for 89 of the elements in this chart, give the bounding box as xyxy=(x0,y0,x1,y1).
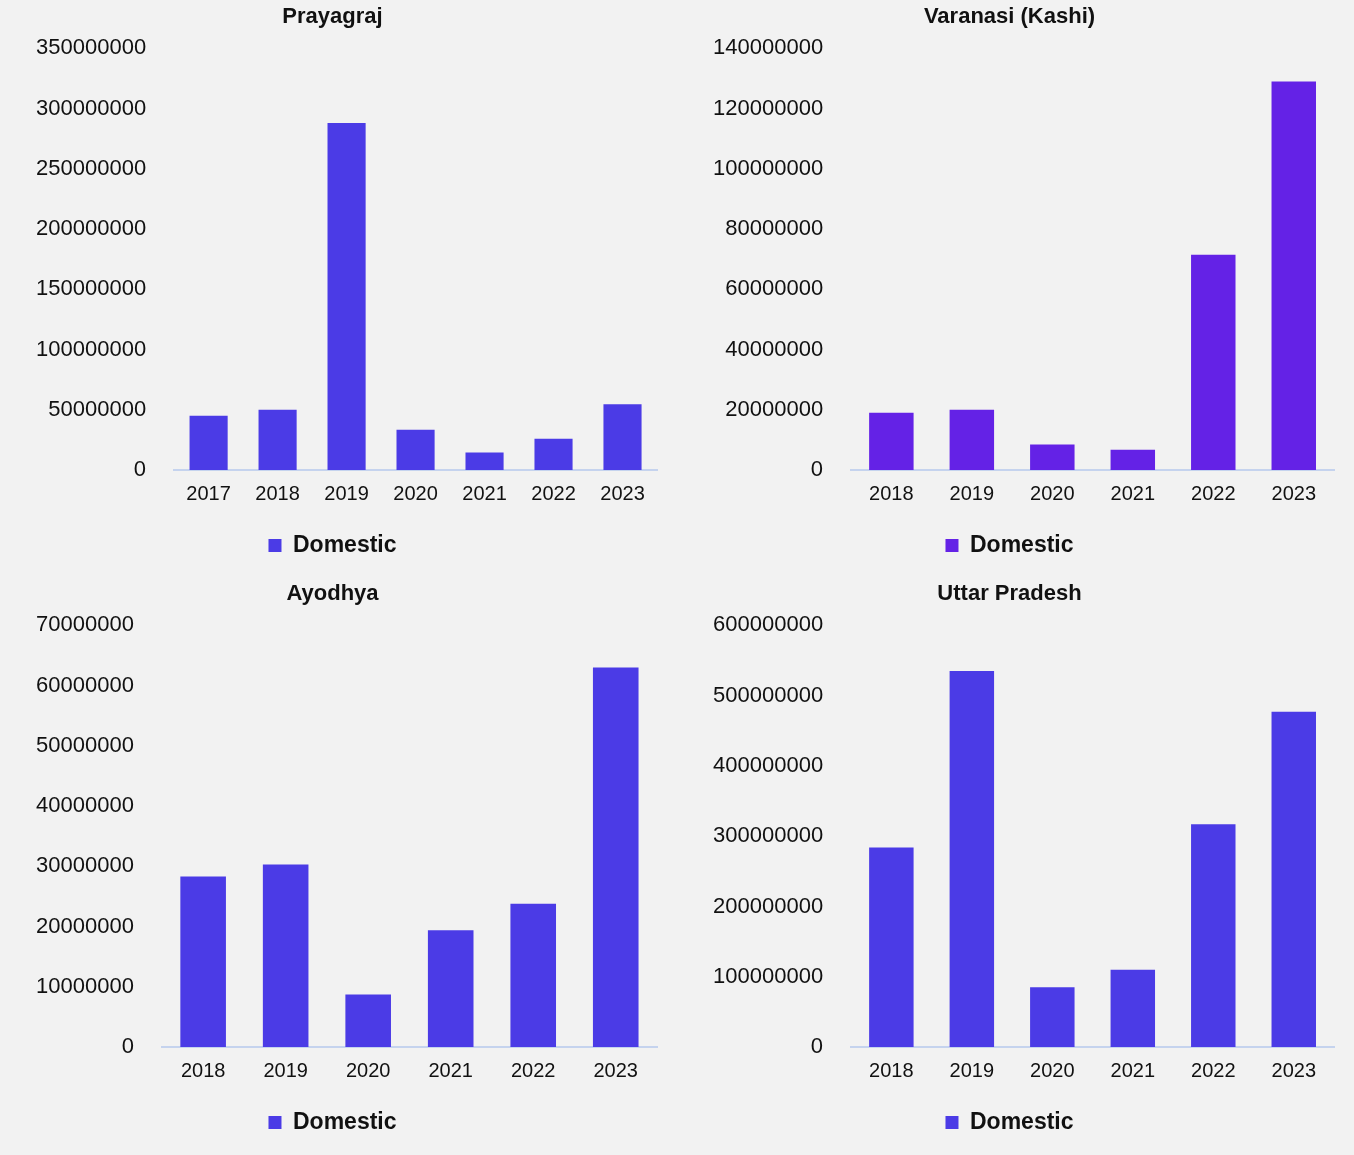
y-tick-label: 0 xyxy=(810,1033,824,1059)
y-tick-label: 100000000 xyxy=(35,335,147,361)
bar xyxy=(534,438,573,470)
bar xyxy=(1030,987,1075,1047)
bar xyxy=(1271,711,1316,1047)
chart-title: Ayodhya xyxy=(286,580,380,606)
y-tick-label: 200000000 xyxy=(35,215,147,241)
x-tick-label: 2018 xyxy=(869,481,914,504)
bar xyxy=(1110,969,1156,1047)
legend-label: Domestic xyxy=(292,1107,397,1134)
bar xyxy=(180,876,226,1047)
x-tick-label: 2023 xyxy=(600,481,645,504)
y-tick-label: 600000000 xyxy=(712,611,824,637)
x-tick-label: 2023 xyxy=(1271,481,1317,504)
chart-title: Prayagraj xyxy=(282,3,383,29)
y-tick-label: 100000000 xyxy=(712,962,824,988)
x-tick-label: 2021 xyxy=(1110,481,1156,504)
y-tick-label: 400000000 xyxy=(712,752,824,777)
y-tick-label: 10000000 xyxy=(35,972,134,998)
y-tick-label: 20000000 xyxy=(35,912,134,938)
bar xyxy=(949,409,995,470)
bar xyxy=(949,671,995,1047)
chart-title: Varanasi (Kashi) xyxy=(923,3,1096,29)
y-tick-label: 100000000 xyxy=(712,154,824,180)
bar xyxy=(345,994,391,1047)
x-tick-label: 2022 xyxy=(510,1058,556,1081)
bar xyxy=(1191,824,1236,1047)
legend-label: Domestic xyxy=(969,530,1074,557)
chart-title: Uttar Pradesh xyxy=(937,580,1082,606)
x-tick-label: 2017 xyxy=(186,481,231,504)
bar xyxy=(869,847,914,1047)
x-tick-label: 2018 xyxy=(255,481,300,504)
bar xyxy=(189,415,228,470)
x-tick-label: 2020 xyxy=(1030,1058,1075,1081)
x-tick-label: 2019 xyxy=(949,1058,995,1081)
x-tick-label: 2019 xyxy=(949,481,995,504)
x-tick-label: 2022 xyxy=(1191,481,1236,504)
y-tick-label: 250000000 xyxy=(35,154,147,180)
bar xyxy=(1030,444,1075,470)
bar xyxy=(465,452,504,470)
y-tick-label: 70000000 xyxy=(35,611,134,637)
x-tick-label: 2021 xyxy=(462,481,507,504)
bar xyxy=(592,667,639,1047)
bar xyxy=(396,429,435,470)
y-tick-label: 80000000 xyxy=(725,215,824,241)
x-tick-label: 2019 xyxy=(263,1058,308,1081)
y-tick-label: 30000000 xyxy=(35,852,134,878)
y-tick-label: 20000000 xyxy=(725,395,824,421)
legend-label: Domestic xyxy=(969,1107,1074,1134)
y-tick-label: 140000000 xyxy=(712,34,824,60)
legend-label: Domestic xyxy=(292,530,397,557)
y-tick-label: 40000000 xyxy=(35,792,134,818)
x-tick-label: 2023 xyxy=(1271,1058,1317,1081)
bar xyxy=(258,409,297,470)
x-tick-label: 2019 xyxy=(324,481,369,504)
x-tick-label: 2020 xyxy=(1030,481,1075,504)
x-tick-label: 2020 xyxy=(393,481,438,504)
bar xyxy=(510,903,557,1047)
bar xyxy=(1271,81,1316,470)
y-tick-label: 60000000 xyxy=(35,671,134,697)
y-tick-label: 500000000 xyxy=(712,681,824,707)
y-tick-label: 40000000 xyxy=(725,335,824,361)
y-tick-label: 120000000 xyxy=(712,94,824,120)
bar xyxy=(603,404,642,470)
x-tick-label: 2018 xyxy=(180,1058,226,1081)
y-tick-label: 50000000 xyxy=(48,395,147,421)
x-tick-label: 2021 xyxy=(428,1058,473,1081)
y-tick-label: 0 xyxy=(810,456,824,482)
bar xyxy=(262,864,309,1047)
y-tick-label: 0 xyxy=(133,456,147,482)
x-tick-label: 2022 xyxy=(531,481,576,504)
y-tick-label: 300000000 xyxy=(35,94,147,120)
x-tick-label: 2018 xyxy=(869,1058,914,1081)
bar xyxy=(427,930,474,1047)
x-tick-label: 2021 xyxy=(1110,1058,1156,1081)
x-tick-label: 2023 xyxy=(593,1058,638,1081)
bar xyxy=(1110,449,1156,470)
y-tick-label: 0 xyxy=(121,1033,134,1059)
y-tick-label: 200000000 xyxy=(712,892,824,918)
bar xyxy=(869,412,914,470)
y-tick-label: 50000000 xyxy=(35,731,134,757)
bar xyxy=(1191,254,1236,470)
y-tick-label: 150000000 xyxy=(35,275,147,301)
y-tick-label: 300000000 xyxy=(712,822,824,848)
bar xyxy=(327,123,366,470)
y-tick-label: 60000000 xyxy=(725,275,824,301)
x-tick-label: 2022 xyxy=(1191,1058,1236,1081)
x-tick-label: 2020 xyxy=(345,1058,391,1081)
y-tick-label: 350000000 xyxy=(35,34,147,60)
